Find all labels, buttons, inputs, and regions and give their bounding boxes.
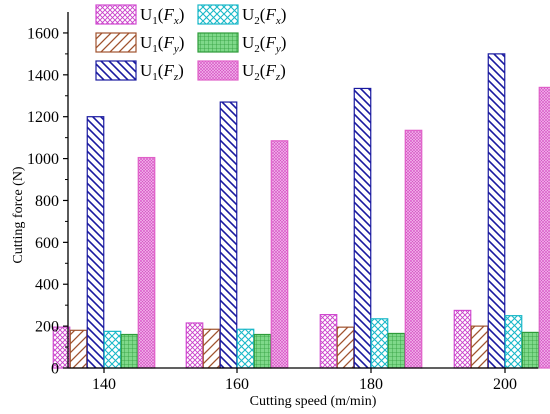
legend-label: U2(Fy) <box>242 33 286 55</box>
bar-u1fy-160 <box>202 328 221 369</box>
legend: U1(Fx) U2(Fx) U1(Fy) U2(Fy) U1(Fz) U2(Fz) <box>95 4 286 83</box>
bar-u2fx-180 <box>370 318 389 369</box>
bar-u2fx-200 <box>504 315 523 369</box>
legend-item-u1fx: U1(Fx) <box>95 4 184 27</box>
legend-label: U1(Fz) <box>140 61 184 83</box>
x-tick-label: 140 <box>92 376 116 393</box>
bar-u1fz-200 <box>487 53 506 369</box>
bar-u1fy-180 <box>336 326 355 369</box>
bar-u2fz-180 <box>404 129 423 369</box>
bar-u2fz-160 <box>270 140 289 369</box>
legend-swatch <box>95 32 137 53</box>
legend-label: U1(Fx) <box>140 5 184 27</box>
bar-u1fz-180 <box>353 87 372 369</box>
bar-u1fy-200 <box>470 325 489 369</box>
y-tick-label: 1600 <box>27 25 59 42</box>
legend-item-u1fy: U1(Fy) <box>95 32 184 55</box>
y-tick-label: 1400 <box>27 67 59 84</box>
bar-u2fy-140 <box>120 333 139 369</box>
legend-item-u2fz: U2(Fz) <box>197 60 286 83</box>
axes-layer: 0 200 400 600 800 1000 1200 1400 1600 140 160 180 20… <box>27 12 538 393</box>
bars-layer <box>52 53 550 369</box>
bar-u1fz-140 <box>86 116 105 369</box>
y-tick-label: 800 <box>35 193 59 210</box>
bar-u2fz-200 <box>538 86 550 369</box>
legend-label: U2(Fx) <box>242 5 286 27</box>
y-tick-label: 200 <box>35 319 59 336</box>
legend-label: U2(Fz) <box>242 61 286 83</box>
bar-u1fx-200 <box>453 309 472 369</box>
legend-swatch <box>95 60 137 81</box>
bar-u2fz-140 <box>137 156 156 369</box>
legend-swatch <box>95 4 137 25</box>
legend-item-u2fy: U2(Fy) <box>197 32 286 55</box>
x-tick-label: 180 <box>359 376 383 393</box>
y-tick-label: 600 <box>35 235 59 252</box>
bar-u2fx-140 <box>103 330 122 369</box>
bar-u2fy-200 <box>521 331 540 369</box>
bar-u2fy-180 <box>387 332 406 369</box>
bar-u2fy-160 <box>253 333 272 369</box>
legend-swatch <box>197 32 239 53</box>
bar-u1fx-160 <box>185 322 204 369</box>
x-tick-label: 160 <box>225 376 249 393</box>
legend-swatch <box>197 4 239 25</box>
bar-u1fy-140 <box>69 329 88 369</box>
legend-item-u2fx: U2(Fx) <box>197 4 286 27</box>
legend-label: U1(Fy) <box>140 33 184 55</box>
y-axis-title: Cutting force (N) <box>11 166 26 264</box>
y-tick-label: 1200 <box>27 109 59 126</box>
bar-u1fz-160 <box>219 101 238 369</box>
legend-swatch <box>197 60 239 81</box>
bar-u1fx-180 <box>319 314 338 369</box>
y-tick-label: 1000 <box>27 151 59 168</box>
x-tick-label: 200 <box>493 376 517 393</box>
y-tick-label: 400 <box>35 277 59 294</box>
bar-u2fx-160 <box>236 328 255 369</box>
y-tick-label: 0 <box>51 361 59 378</box>
legend-item-u1fz: U1(Fz) <box>95 60 184 83</box>
x-axis-title: Cutting speed (m/min) <box>250 394 377 409</box>
